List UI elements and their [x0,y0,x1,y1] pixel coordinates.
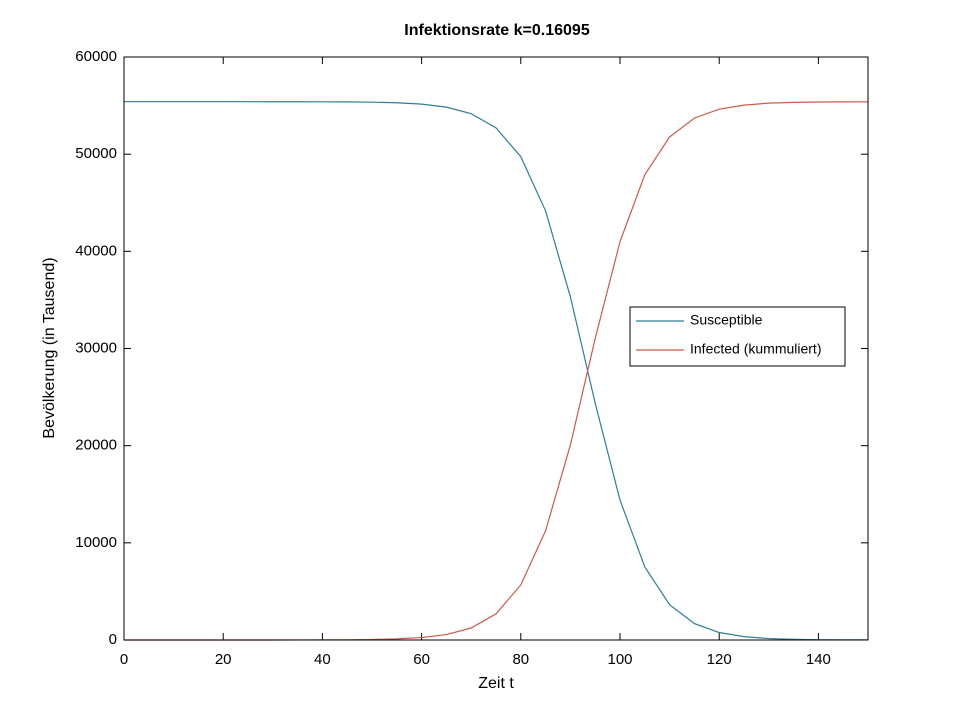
x-tick-label: 100 [607,651,632,668]
x-tick-label: 80 [512,651,529,668]
x-tick-label: 0 [120,651,128,668]
y-tick-label: 20000 [75,437,117,454]
y-tick-label: 10000 [75,534,117,551]
y-tick-label: 50000 [75,145,117,162]
chart-title: Infektionsrate k=0.16095 [404,22,590,39]
plot-frame [123,56,869,641]
series-line [124,101,869,641]
y-tick-label: 30000 [75,339,117,356]
y-tick-label: 0 [109,631,117,648]
x-tick-label: 140 [806,651,831,668]
y-tick-label: 60000 [75,48,117,65]
legend-label: Infected (kummuliert) [690,341,821,357]
y-axis-label: Bevölkerung (in Tausend) [41,257,58,438]
legend-box [629,306,846,367]
legend-label: Susceptible [690,312,763,328]
x-tick-label: 40 [314,651,331,668]
x-tick-label: 20 [215,651,232,668]
legend: Susceptible Infected (kummuliert) [629,306,846,367]
y-tick-label: 40000 [75,242,117,259]
x-tick-label: 120 [707,651,732,668]
x-tick-label: 60 [413,651,430,668]
x-axis-label: Zeit t [478,675,514,692]
